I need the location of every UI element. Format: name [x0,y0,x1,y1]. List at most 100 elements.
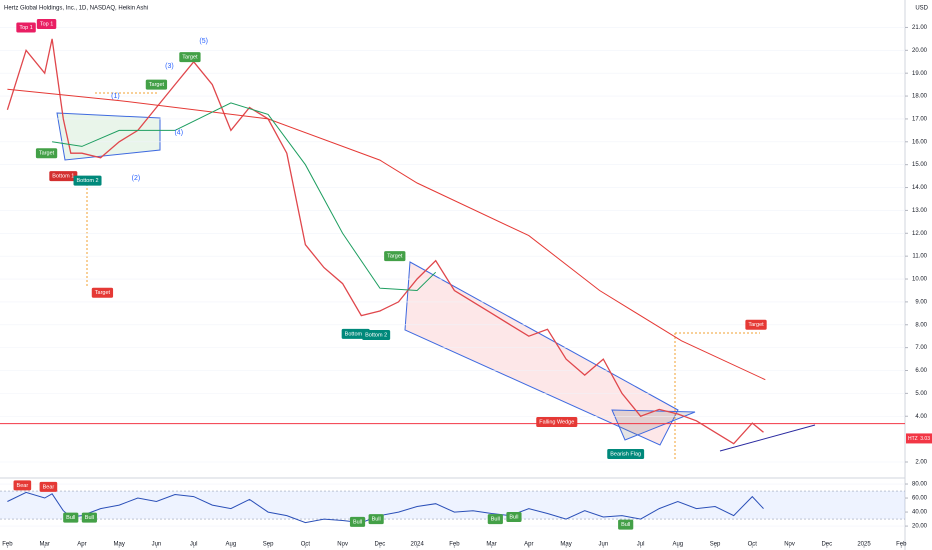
x-tick-label: Aug [226,542,237,548]
annotation-text: Falling Wedge [539,419,574,425]
x-tick-label: Aug [672,542,683,548]
annotation: (5) [199,38,208,45]
x-tick-label: 2024 [410,542,424,548]
annotation: Bear [39,481,58,492]
annotation: Bull [81,512,97,523]
annotation-text: Target [182,55,198,61]
annotation: Bull [368,514,384,525]
x-tick-label: Feb [449,542,460,548]
y-tick-label: 80.00 [912,482,928,488]
annotation-text: Bear [43,484,55,490]
annotation-box [36,19,57,30]
annotation: Bottom 1 [49,171,78,182]
x-tick-label: Jul [190,542,198,548]
annotation-text: Bear [17,483,29,489]
annotation-text: Target [95,290,111,296]
annotation-box [91,287,114,298]
annotation-text: (5) [199,38,208,45]
annotation-box [506,511,522,522]
annotation-text: Top 1 [19,25,32,31]
annotation: Bearish Flag [607,448,645,459]
currency: USD [915,6,928,12]
annotation: Falling Wedge [536,416,578,427]
symbol-label: HTZ [908,436,918,442]
annotation: Target [745,319,767,330]
annotation-text: Target [748,322,764,328]
annotation-text: (1) [111,93,120,100]
x-tick-label: 2025 [857,542,871,548]
annotation-box [145,79,168,90]
annotation-box [16,22,36,33]
x-tick-label: Oct [301,542,311,548]
annotation-text: Bottom 2 [365,333,387,339]
x-tick-label: Apr [77,542,86,548]
y-tick-label: 18.00 [912,94,928,100]
annotation-box [179,52,201,63]
annotation-text: Bull [85,515,94,521]
annotation: Bull [63,512,79,523]
annotation-text: Bull [66,515,75,521]
annotation-text: Bottom 1 [52,174,74,180]
y-tick-label: 8.00 [915,322,927,328]
annotation-box [487,514,503,525]
annotation-text: Bull [621,522,630,528]
annotation-text: Target [387,254,403,260]
annotation: Target [179,52,201,63]
x-tick-label: May [114,542,125,548]
trend-line [719,424,816,452]
annotation-text: Bull [491,517,500,523]
pattern-drawings [56,92,816,460]
annotation-text: Top 1 [40,21,53,27]
annotation: Target [35,148,58,159]
annotation: Bull [506,511,522,522]
annotation-text: Bull [372,517,381,523]
annotation-box [536,416,578,427]
x-tick-label: Mar [40,542,50,548]
x-tick-label: Oct [748,542,758,548]
annotation-box [49,171,78,182]
x-tick-label: Mar [486,542,496,548]
y-tick-label: 14.00 [912,185,928,191]
double-bottom-area [56,112,161,161]
series-line [6,38,764,445]
annotation-box [368,514,384,525]
annotation-text: (3) [165,63,174,70]
annotation-text: Bull [353,519,362,525]
annotation-box [745,319,767,330]
annotation-text: Target [149,82,165,88]
x-tick-label: Sep [263,542,274,548]
annotation-box [81,512,97,523]
annotation: Top 1 [36,19,57,30]
last-price-label: 3.03 [920,436,930,442]
annotation-box [362,330,391,341]
x-tick-label: Dec [375,542,386,548]
y-tick-label: 7.00 [915,345,927,351]
series-line [52,102,437,292]
x-tick-label: Jun [152,542,162,548]
y-tick-label: 6.00 [915,368,927,374]
annotation: Bull [487,514,503,525]
x-tick-label: Jun [598,542,608,548]
annotation-box [349,516,366,527]
annotation-text: (2) [132,175,141,182]
annotation: Bottom 2 [73,175,102,186]
chart-title: Hertz Global Holdings, Inc., 1D, NASDAQ,… [4,6,148,12]
y-tick-label: 9.00 [915,299,927,305]
annotation: Bottom 2 [362,330,391,341]
y-tick-label: 21.00 [912,25,928,31]
y-tick-label: 20.00 [912,524,928,530]
annotation: (4) [174,129,183,136]
annotation-box [35,148,58,159]
annotation-box [607,448,645,459]
annotation-box [618,519,634,530]
annotation-text: Bull [509,514,518,520]
y-tick-label: 17.00 [912,117,928,123]
y-tick-label: 5.00 [915,391,927,397]
annotation-text: Bottom 2 [77,178,99,184]
annotation-text: (4) [174,129,183,136]
annotation: Bull [349,516,366,527]
y-tick-label: 60.00 [912,496,928,502]
annotation-box [384,251,406,262]
x-tick-label: Nov [784,542,795,548]
